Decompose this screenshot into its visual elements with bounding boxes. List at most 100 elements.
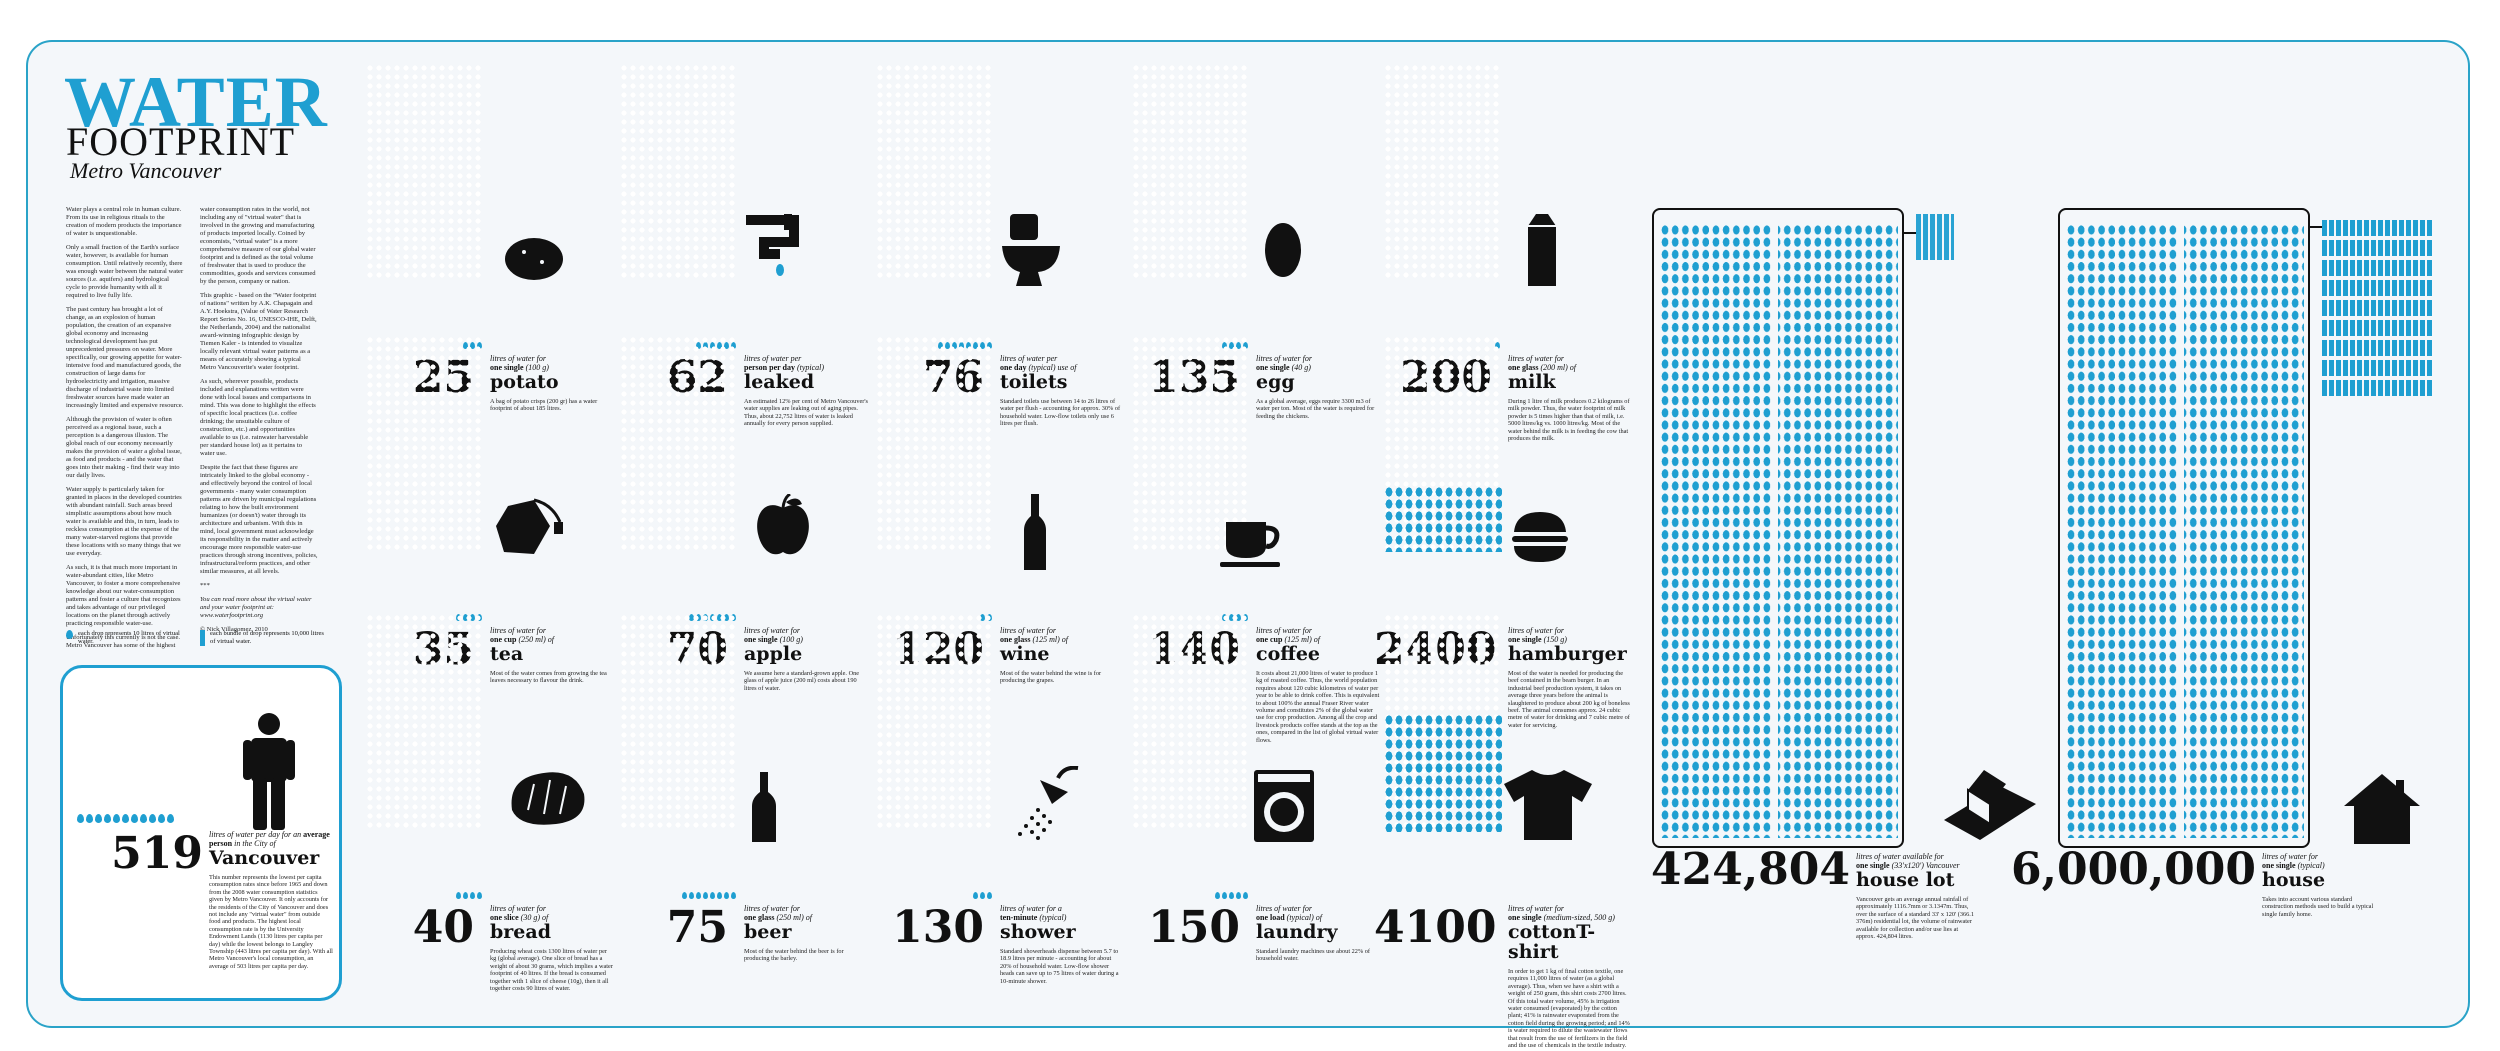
copyright: © Nick Villagomez, 2010: [200, 626, 268, 633]
item-caption: litres of water for one single (40 g) egg A…: [1256, 354, 1380, 420]
item-value: 6,000,000: [2011, 844, 2256, 895]
item-pre: litres of water for: [1508, 904, 1564, 913]
water-drops-row: [456, 892, 482, 899]
item-after: (33'x120') Vancouver: [1891, 861, 1960, 870]
item-name: shower: [1000, 921, 1076, 943]
item-qty: ten-minute: [1000, 913, 1038, 922]
item-caption: litres of water for one glass (125 ml) of…: [1000, 626, 1124, 685]
item-desc: Most of the water behind the wine is for…: [1000, 670, 1102, 685]
item-value: 40: [412, 902, 474, 953]
water-drop-icon: [1222, 892, 1227, 899]
person-desc: This number represents the lowest per ca…: [209, 874, 333, 970]
item-desc: It costs about 21,000 litres of water to…: [1256, 670, 1380, 744]
person-pre: litres of water per day for an: [209, 830, 302, 839]
person-bold: average person: [209, 830, 330, 848]
item-after: (typical) use of: [1028, 363, 1077, 372]
item-after: (30 g) of: [520, 913, 549, 922]
intro-paragraph: Although the provision of water is often…: [66, 416, 182, 479]
coffee-cup-icon: [1220, 522, 1280, 567]
legend-bundle-text: each bundle of drop represents 10,000 li…: [210, 630, 324, 645]
item-desc: An estimated 12% per cent of Metro Vanco…: [744, 398, 868, 428]
apple-icon: [757, 494, 809, 555]
item-value: 130: [892, 902, 984, 953]
item-caption: litres of water for one slice (30 g) of br…: [490, 904, 614, 992]
house-lot-drops: [1660, 224, 1898, 838]
drop-grid-panel: [876, 614, 994, 830]
house-drops-box: [2058, 208, 2310, 848]
item-caption: litres of water per person per day (typic…: [744, 354, 868, 428]
bread-icon: [511, 772, 585, 825]
water-drop-icon: [463, 892, 468, 899]
item-desc: Most of the water is needed for producin…: [1508, 670, 1630, 729]
item-desc: During 1 litre of milk produces 0.2 kilo…: [1508, 398, 1630, 443]
intro-paragraph: Water plays a central role in human cult…: [66, 206, 182, 237]
water-drop-icon: [682, 892, 687, 899]
house-lot-bundle-extra: [1916, 214, 1954, 260]
item-value: 4100: [1374, 902, 1497, 953]
drop-grid-panel: [366, 614, 484, 830]
drop-grid: [1384, 486, 1502, 552]
house-lot-icon: [1944, 770, 2036, 840]
item-after: (150 g): [1543, 635, 1567, 644]
item-caption: litres of water available for one single …: [1856, 852, 1976, 940]
item-desc: Producing wheat costs 1300 litres of wat…: [490, 948, 613, 993]
house-icon: [2344, 774, 2420, 844]
vancouver-person-card: 519 litres of water per day for an avera…: [60, 665, 342, 1001]
item-value: 75: [666, 902, 728, 953]
item-pre: litres of water per: [1000, 354, 1058, 363]
item-pre: litres of water for: [1256, 904, 1312, 913]
item-pre: litres of water for: [490, 354, 546, 363]
legend-drop-text: each drop represents 10 litres of virtua…: [78, 630, 180, 645]
drop-grid-panel: [366, 336, 484, 552]
item-caption: litres of water for one load (typical) of…: [1256, 904, 1380, 963]
item-desc: Takes into account various standard cons…: [2262, 896, 2374, 918]
item-after: (250 ml) of: [518, 635, 555, 644]
item-after: (250 ml) of: [776, 913, 813, 922]
drop-grid-panel: [366, 64, 484, 280]
item-desc: In order to get 1 kg of final cotton tex…: [1508, 968, 1630, 1050]
item-name: toilets: [1000, 371, 1068, 393]
person-drops: [77, 814, 174, 823]
title-subtitle: Metro Vancouver: [70, 158, 222, 183]
item-pre: litres of water for: [1256, 626, 1312, 635]
item-qty: one single: [1508, 635, 1542, 644]
item-caption: litres of water for one single (typical) h…: [2262, 852, 2382, 918]
drop-grid-panel: [620, 336, 738, 552]
item-after: (100 g): [525, 363, 549, 372]
item-qty: person per day: [744, 363, 795, 372]
intro-link-text: You can read more about the virtual wate…: [200, 596, 312, 619]
house-drops: [2066, 224, 2304, 838]
item-desc: We assume here a standard-grown apple. O…: [744, 670, 860, 692]
item-qty: one glass: [744, 913, 775, 922]
item-caption: litres of water for one single (150 g) ham…: [1508, 626, 1632, 729]
shower-icon: [1018, 766, 1079, 840]
item-name: house lot: [1856, 869, 1955, 891]
item-name: beer: [744, 921, 792, 943]
person-mid: in the City of: [234, 839, 276, 848]
item-desc: Standard showerheads dispense between 5.…: [1000, 948, 1119, 985]
item-qty: one cup: [490, 635, 517, 644]
item-pre: litres of water for: [490, 626, 546, 635]
intro-paragraph: As such, it is that much more important …: [66, 564, 181, 627]
drop-grid: [1384, 714, 1502, 832]
water-drop-icon: [689, 892, 694, 899]
item-qty: one day: [1000, 363, 1027, 372]
item-name: house: [2262, 869, 2326, 891]
item-caption: litres of water per one day (typical) use…: [1000, 354, 1124, 428]
drop-grid-panel: [1132, 64, 1250, 280]
item-desc: Standard laundry machines use about 22% …: [1256, 948, 1371, 963]
item-caption: litres of water for one cup (125 ml) of co…: [1256, 626, 1380, 744]
item-after: (typical): [1039, 913, 1067, 922]
teabag-icon: [496, 498, 563, 554]
water-drops-row: [1215, 892, 1248, 899]
water-drop-icon: [987, 892, 992, 899]
intro-paragraph: The past century has brought a lot of ch…: [66, 306, 184, 409]
person-icon: [243, 713, 295, 830]
intro-column-1: Water plays a central role in human cult…: [66, 206, 184, 656]
item-after: (125 ml) of: [1032, 635, 1069, 644]
drop-grid-panel: [1384, 64, 1502, 280]
washing-machine-icon: [1254, 770, 1314, 842]
item-pre: litres of water for: [1508, 354, 1564, 363]
item-name: bread: [490, 921, 551, 943]
water-drop-icon: [1215, 892, 1220, 899]
